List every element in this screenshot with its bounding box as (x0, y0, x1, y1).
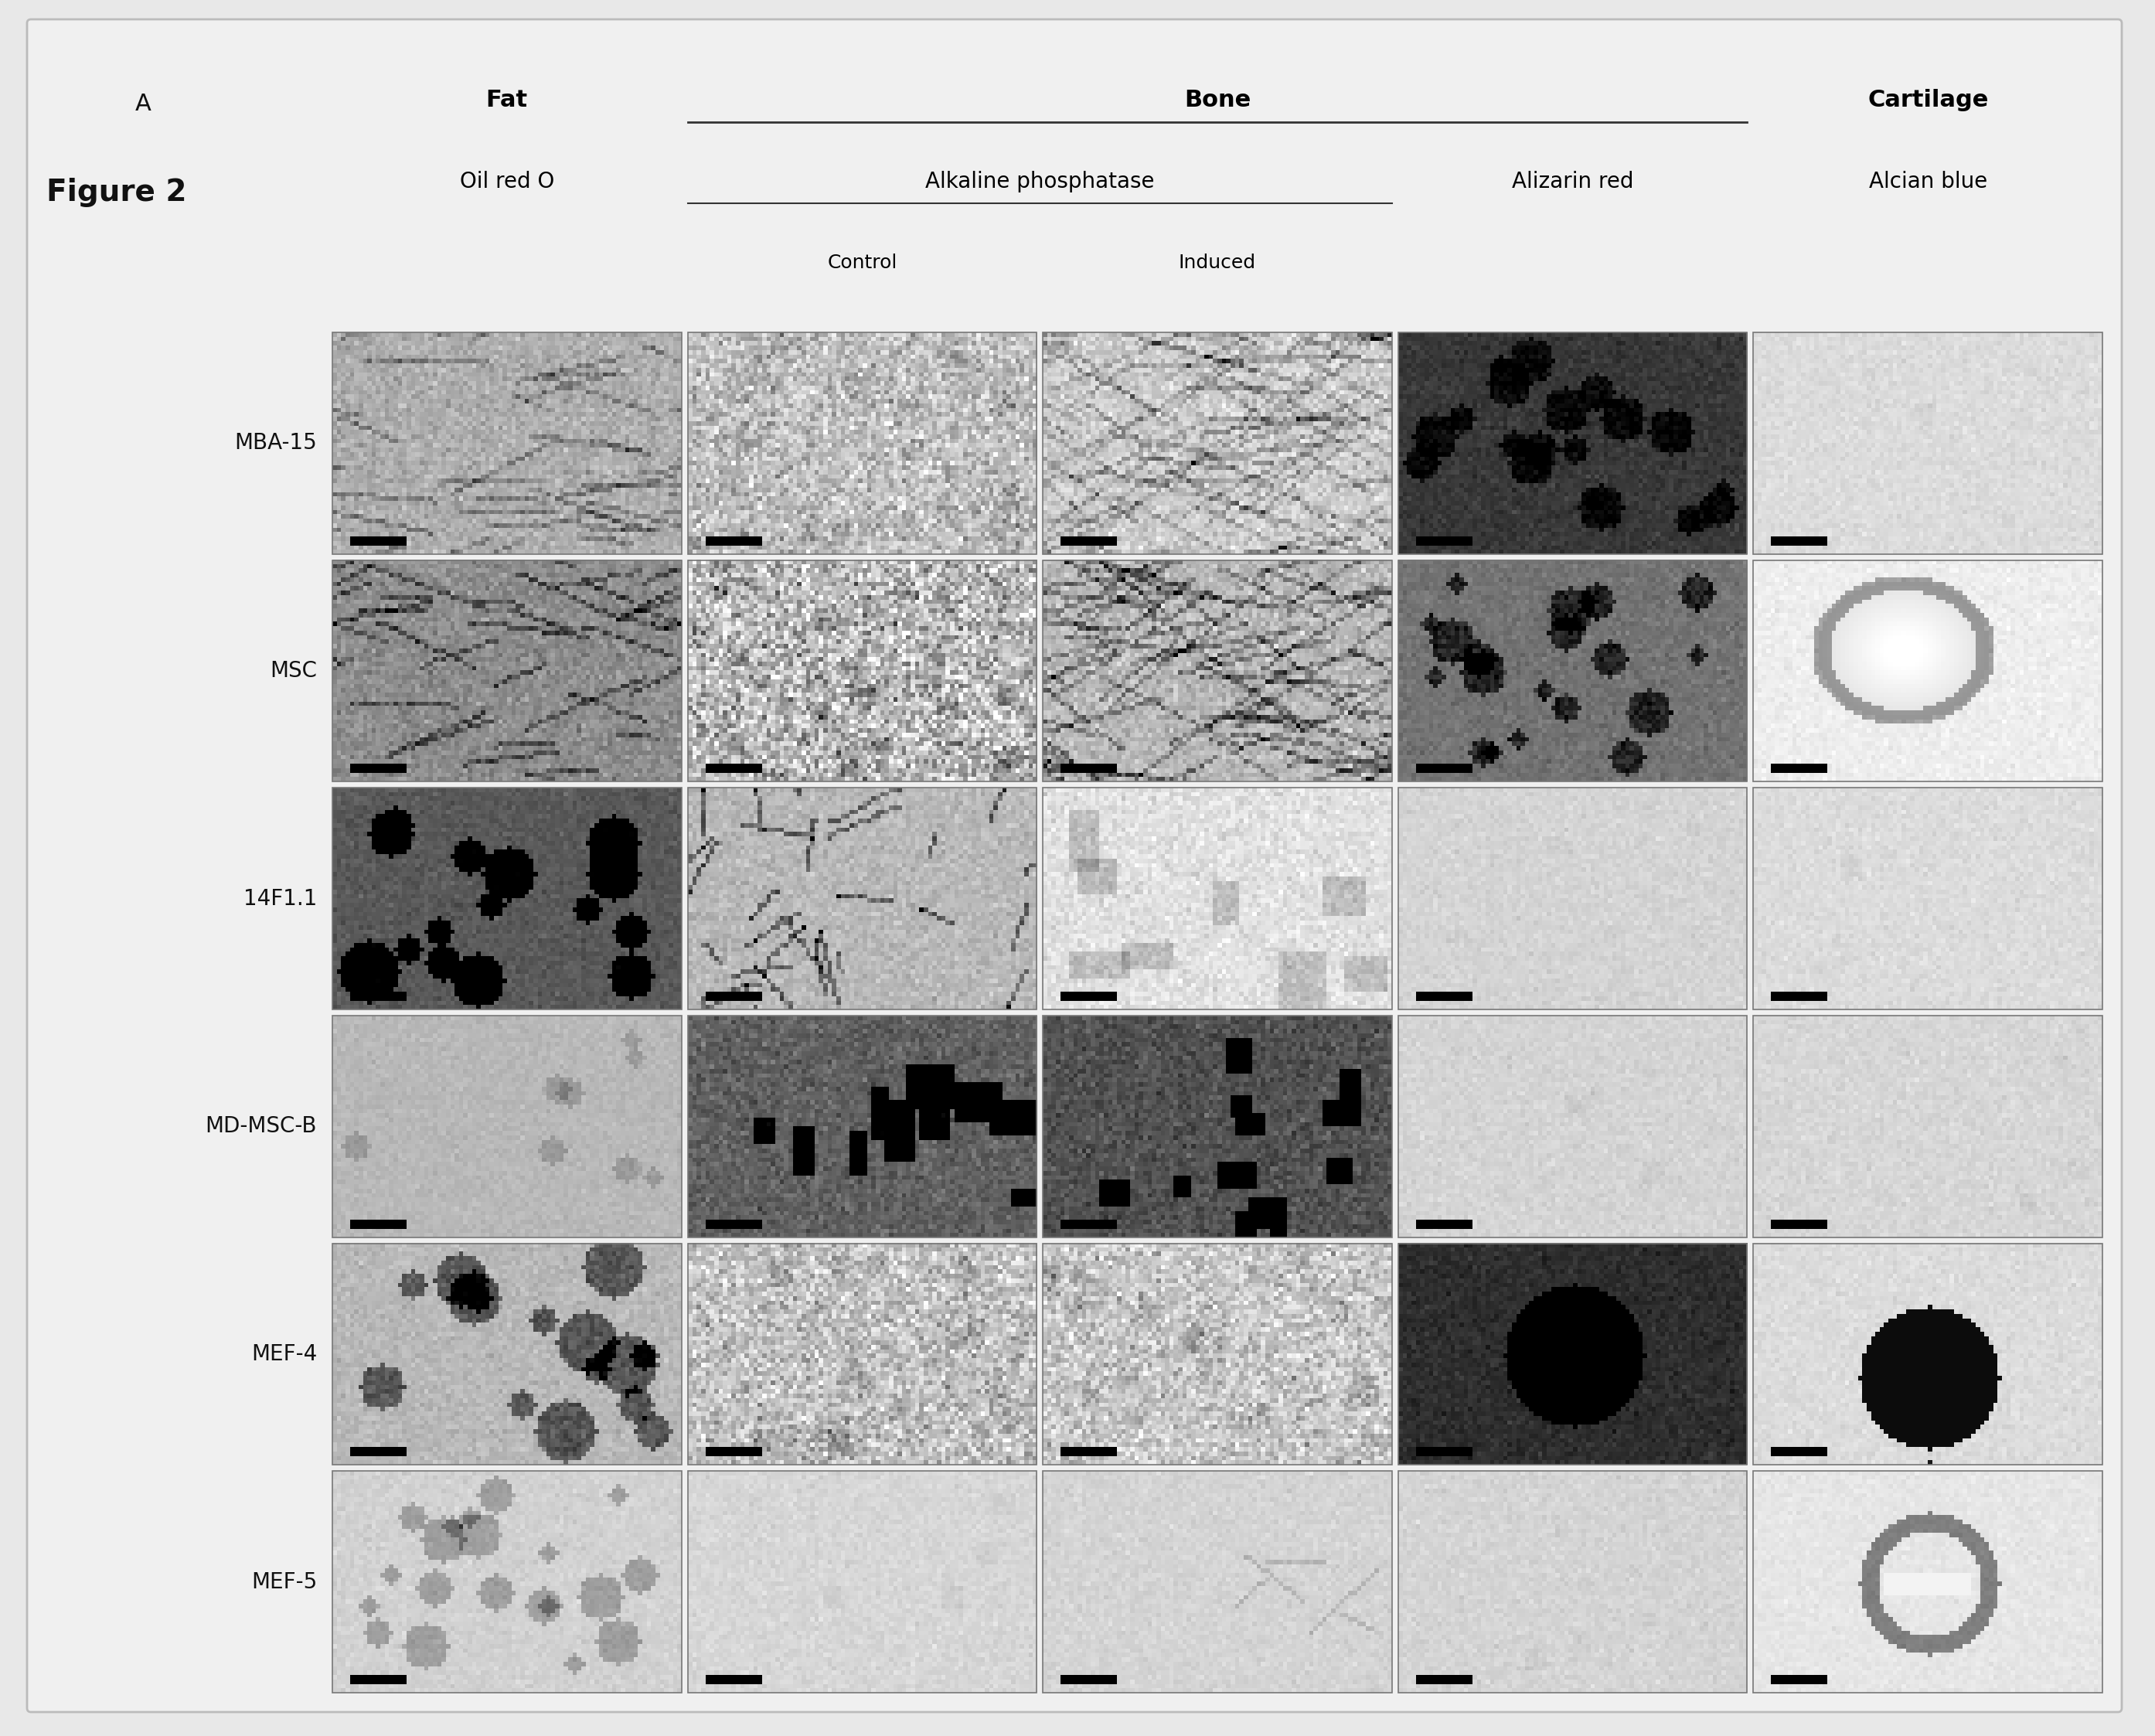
Bar (332, 561, 681, 781)
Bar (332, 332, 681, 554)
Text: Control: Control (828, 253, 896, 273)
Text: Alkaline phosphatase: Alkaline phosphatase (924, 170, 1155, 193)
Text: Bone: Bone (1183, 89, 1250, 111)
Bar (1754, 561, 2103, 781)
Bar (1754, 1470, 2103, 1693)
Text: Oil red O: Oil red O (459, 170, 554, 193)
Bar (1043, 1470, 1392, 1693)
Text: MEF-4: MEF-4 (250, 1344, 317, 1364)
Bar (332, 1016, 681, 1238)
Bar (332, 1243, 681, 1465)
Bar (1399, 332, 1748, 554)
Bar (1754, 788, 2103, 1009)
Text: Cartilage: Cartilage (1868, 89, 1989, 111)
Bar (687, 788, 1037, 1009)
Text: MEF-5: MEF-5 (250, 1571, 317, 1592)
Bar (332, 1470, 681, 1693)
Bar (1399, 1470, 1748, 1693)
Bar (1043, 788, 1392, 1009)
Bar (687, 561, 1037, 781)
Bar (1043, 1016, 1392, 1238)
Text: MD-MSC-B: MD-MSC-B (205, 1116, 317, 1137)
Text: Figure 2: Figure 2 (47, 177, 187, 207)
Text: 14F1.1: 14F1.1 (244, 887, 317, 910)
Bar (1043, 1243, 1392, 1465)
Text: MBA-15: MBA-15 (235, 432, 317, 455)
Text: Alizarin red: Alizarin red (1513, 170, 1633, 193)
Bar (687, 1243, 1037, 1465)
Bar (332, 788, 681, 1009)
Text: MSC: MSC (269, 660, 317, 682)
Bar (1399, 561, 1748, 781)
Bar (1043, 332, 1392, 554)
Text: A: A (136, 92, 151, 115)
Bar (1754, 1016, 2103, 1238)
Bar (1754, 1243, 2103, 1465)
Text: Fat: Fat (487, 89, 528, 111)
Text: Alcian blue: Alcian blue (1868, 170, 1987, 193)
Bar (687, 1016, 1037, 1238)
Bar (687, 1470, 1037, 1693)
Bar (1399, 1016, 1748, 1238)
FancyBboxPatch shape (28, 19, 2123, 1712)
Bar (687, 332, 1037, 554)
Bar (1399, 788, 1748, 1009)
Bar (1399, 1243, 1748, 1465)
Bar (1043, 561, 1392, 781)
Bar (1754, 332, 2103, 554)
Text: Induced: Induced (1179, 253, 1256, 273)
